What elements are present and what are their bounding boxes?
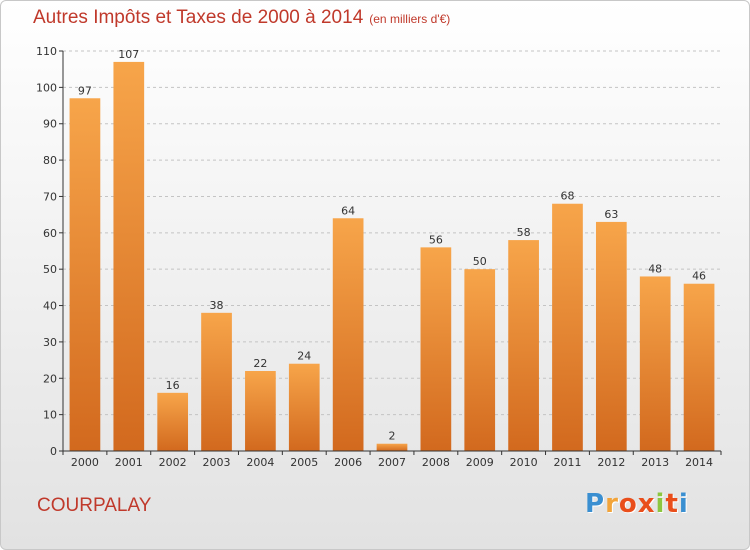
x-axis-ticks: 2000 2001 2002 2003 2004 2005 2006 2007 2008 2009… — [62, 451, 722, 469]
x-tick-label: 2009 — [466, 456, 494, 469]
data-label: 24 — [297, 350, 311, 363]
bar-2007 — [376, 443, 408, 451]
y-tick-label: 60 — [43, 227, 57, 240]
y-tick-label: 10 — [43, 409, 57, 422]
y-tick-label: 100 — [36, 81, 57, 94]
x-tick-label: 2012 — [597, 456, 625, 469]
y-tick-label: 90 — [43, 118, 57, 131]
x-tick-label: 2003 — [203, 456, 231, 469]
logo-letter: o — [618, 489, 638, 519]
bar-2002 — [157, 392, 189, 451]
data-label: 38 — [210, 299, 224, 312]
y-tick-label: 70 — [43, 190, 57, 203]
axes — [62, 51, 721, 452]
bar-2005 — [288, 363, 320, 451]
city-name: COURPALAY — [37, 495, 152, 516]
data-label: 63 — [604, 208, 618, 221]
data-label: 16 — [166, 379, 180, 392]
data-label: 107 — [118, 48, 139, 61]
y-tick-label: 50 — [43, 263, 57, 276]
x-tick-label: 2013 — [641, 456, 669, 469]
x-tick-label: 2000 — [71, 456, 99, 469]
logo-letter: P — [585, 489, 606, 519]
bar-2008 — [420, 247, 452, 451]
logo-letter: x — [637, 489, 656, 519]
y-tick-label: 20 — [43, 372, 57, 385]
bars: 97 107 16 38 22 24 64 2 56 50 58 68 63 48 46 — [69, 48, 715, 452]
y-axis-ticks: 0 10 20 30 40 50 60 70 80 90 100 110 — [36, 45, 63, 458]
bar-2006 — [332, 218, 364, 451]
data-label: 97 — [78, 84, 92, 97]
data-label: 2 — [389, 430, 396, 443]
y-tick-label: 0 — [50, 445, 57, 458]
x-tick-label: 2004 — [246, 456, 274, 469]
logo-letter: i — [678, 489, 689, 519]
chart-title: Autres Impôts et Taxes de 2000 à 2014 (en… — [33, 7, 450, 29]
bar-2013 — [639, 276, 671, 451]
bar-2003 — [201, 312, 232, 451]
data-label: 64 — [341, 204, 355, 217]
y-tick-label: 110 — [36, 45, 57, 58]
y-tick-label: 80 — [43, 154, 57, 167]
data-label: 50 — [473, 255, 487, 268]
bar-2004 — [245, 371, 276, 451]
y-tick-label: 30 — [43, 336, 57, 349]
x-tick-label: 2010 — [510, 456, 538, 469]
logo-letter: i — [655, 489, 666, 519]
data-label: 48 — [648, 262, 662, 275]
logo-letter: r — [605, 489, 619, 519]
data-label: 58 — [517, 226, 531, 239]
bar-2011 — [552, 203, 583, 451]
proxiti-logo: Proxiti — [585, 489, 689, 519]
data-label: 56 — [429, 233, 443, 246]
data-label: 22 — [253, 357, 267, 370]
x-tick-label: 2008 — [422, 456, 450, 469]
chart-subtitle: (en milliers d'€) — [369, 12, 451, 26]
x-tick-label: 2002 — [159, 456, 187, 469]
bar-2010 — [508, 240, 539, 451]
data-label: 46 — [692, 270, 706, 283]
x-tick-label: 2005 — [290, 456, 318, 469]
x-tick-label: 2011 — [553, 456, 581, 469]
x-tick-label: 2001 — [115, 456, 143, 469]
bar-2000 — [69, 98, 101, 451]
x-tick-label: 2014 — [685, 456, 713, 469]
bar-2014 — [683, 283, 715, 451]
chart-title-text: Autres Impôts et Taxes de 2000 à 2014 — [33, 7, 364, 28]
y-tick-label: 40 — [43, 300, 57, 313]
data-label: 68 — [560, 190, 574, 203]
x-tick-label: 2006 — [334, 456, 362, 469]
bar-2009 — [464, 269, 496, 451]
x-tick-label: 2007 — [378, 456, 406, 469]
logo-letter: t — [665, 489, 679, 519]
bar-2012 — [595, 221, 627, 451]
bar-2001 — [113, 61, 145, 452]
